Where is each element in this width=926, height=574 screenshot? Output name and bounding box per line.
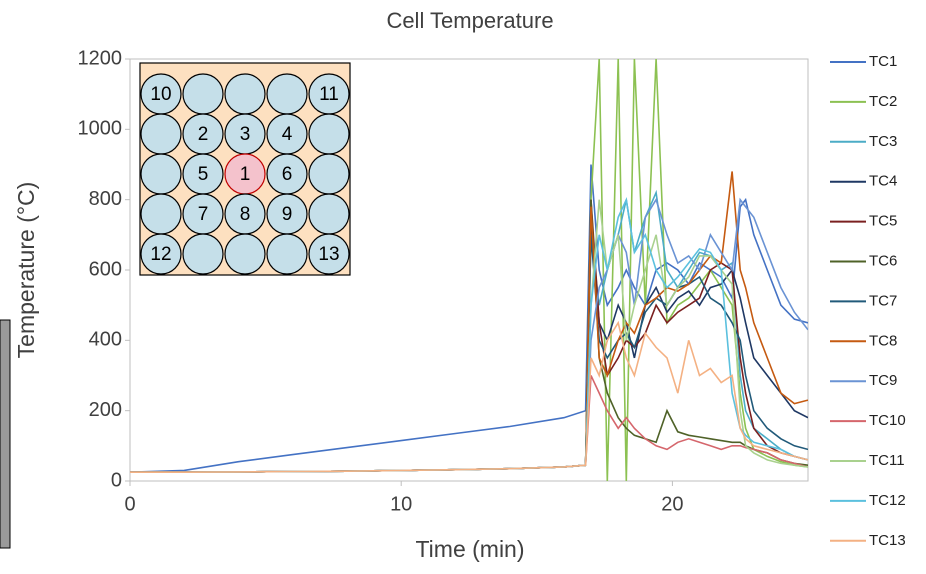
x-tick-label: 10 <box>390 493 412 515</box>
legend-label: TC11 <box>869 452 905 469</box>
cell-label: 2 <box>198 124 209 145</box>
legend-label: TC6 <box>869 252 897 269</box>
cell-label: 1 <box>240 164 251 185</box>
cell-circle <box>182 73 224 115</box>
cell-circle <box>140 113 182 155</box>
legend-label: TC8 <box>869 332 897 349</box>
cell-label: 12 <box>150 244 171 265</box>
cell-circle <box>140 193 182 235</box>
cell-label: 8 <box>240 204 251 225</box>
cell-label: 11 <box>319 84 339 105</box>
cell-circle <box>140 233 182 275</box>
y-tick-label: 600 <box>89 258 122 280</box>
legend-label: TC1 <box>869 53 897 70</box>
legend-label: TC9 <box>869 372 897 389</box>
cell-label: 7 <box>198 204 209 225</box>
cell-label: 3 <box>240 124 251 145</box>
cell-label: 9 <box>282 204 293 225</box>
cell-circle <box>224 233 266 275</box>
series-line <box>130 375 808 473</box>
inset-diagram: 10 11 2 3 4 5 1 6 7 8 9 12 13 <box>139 62 351 276</box>
series-line <box>130 164 808 473</box>
y-tick-label: 1200 <box>78 47 123 69</box>
cell-circle <box>266 233 308 275</box>
y-tick-label: 800 <box>89 188 122 210</box>
legend-label: TC4 <box>869 173 897 190</box>
cell-circle <box>140 153 182 195</box>
x-axis-label: Time (min) <box>415 536 524 562</box>
cell-label: 4 <box>282 124 293 145</box>
y-tick-label: 0 <box>111 469 122 491</box>
chart-title: Cell Temperature <box>386 8 553 33</box>
cell-circle <box>308 153 350 195</box>
cell-circle <box>308 233 350 275</box>
y-tick-label: 1000 <box>78 118 123 140</box>
y-axis-label: Temperature (°C) <box>13 182 39 359</box>
cell-circle <box>308 113 350 155</box>
series-lines <box>130 59 808 481</box>
y-tick-label: 200 <box>89 399 122 421</box>
cell-circle <box>224 73 266 115</box>
cell-label: 6 <box>282 164 293 185</box>
cell-circle <box>266 73 308 115</box>
legend-label: TC10 <box>869 412 906 429</box>
cell-label: 5 <box>198 164 209 185</box>
y-tick-label: 400 <box>89 329 122 351</box>
cell-label: 13 <box>318 244 339 265</box>
x-tick-label: 0 <box>124 493 135 515</box>
x-tick-label: 20 <box>661 493 683 515</box>
series-line <box>130 320 808 473</box>
legend-label: TC5 <box>869 213 897 230</box>
legend-label: TC13 <box>869 532 906 549</box>
legend-label: TC12 <box>869 492 906 509</box>
legend-label: TC2 <box>869 93 897 110</box>
cell-circle <box>308 193 350 235</box>
cropped-photo <box>0 319 11 549</box>
legend-label: TC7 <box>869 292 897 309</box>
cell-circle <box>182 233 224 275</box>
legend-label: TC3 <box>869 133 897 150</box>
cell-label: 10 <box>150 84 171 105</box>
